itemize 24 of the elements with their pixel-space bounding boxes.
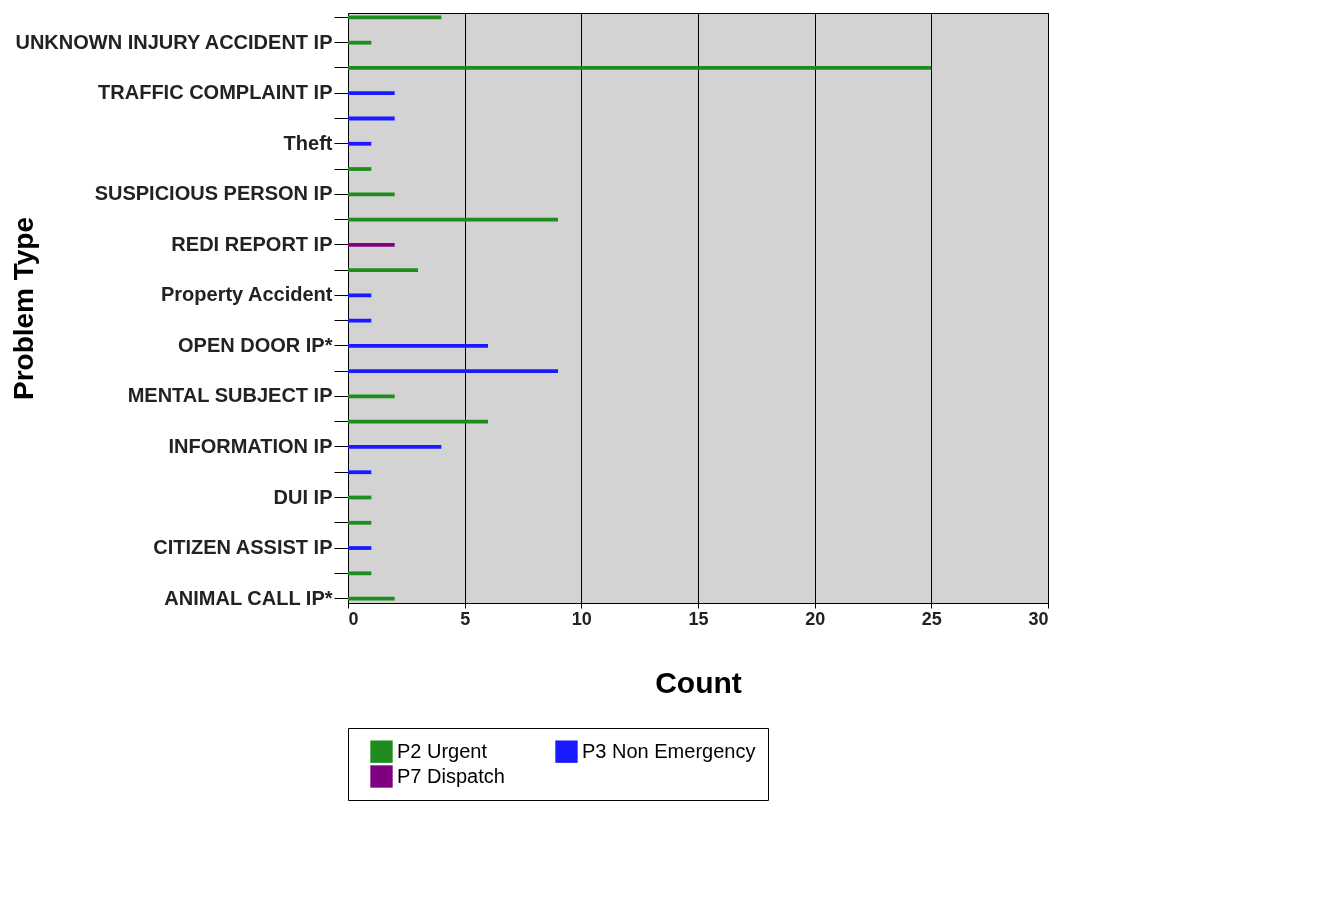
y-tick-label: REDI REPORT IP: [171, 232, 333, 255]
x-tick-label: 10: [571, 608, 592, 629]
y-tick-label: DUI IP: [273, 485, 333, 508]
legend-label: P2 Urgent: [397, 739, 488, 762]
y-tick-label: CITIZEN ASSIST IP: [153, 536, 333, 559]
y-axis-title: Problem Type: [7, 216, 39, 401]
x-tick-label: 25: [921, 608, 942, 629]
x-tick-label: 0: [348, 608, 359, 629]
x-tick-label: 30: [1028, 608, 1049, 629]
y-tick-label: UNKNOWN INJURY ACCIDENT IP: [15, 30, 333, 53]
legend-label: P7 Dispatch: [397, 764, 505, 787]
y-tick-label: INFORMATION IP: [168, 434, 333, 457]
y-tick-label: OPEN DOOR IP*: [178, 333, 333, 356]
y-tick-label: MENTAL SUBJECT IP: [127, 384, 333, 407]
y-tick-label: ANIMAL CALL IP*: [164, 586, 333, 609]
legend-label: P3 Non Emergency: [582, 739, 756, 762]
x-tick-label: 15: [688, 608, 709, 629]
x-axis-title: Count: [655, 665, 742, 699]
y-tick-label: Property Accident: [160, 283, 333, 306]
x-tick-label: 5: [460, 608, 471, 629]
x-tick-label: 20: [805, 608, 826, 629]
y-tick-label: Theft: [283, 131, 333, 154]
y-tick-label: TRAFFIC COMPLAINT IP: [98, 81, 333, 104]
y-tick-label: SUSPICIOUS PERSON IP: [94, 182, 333, 205]
